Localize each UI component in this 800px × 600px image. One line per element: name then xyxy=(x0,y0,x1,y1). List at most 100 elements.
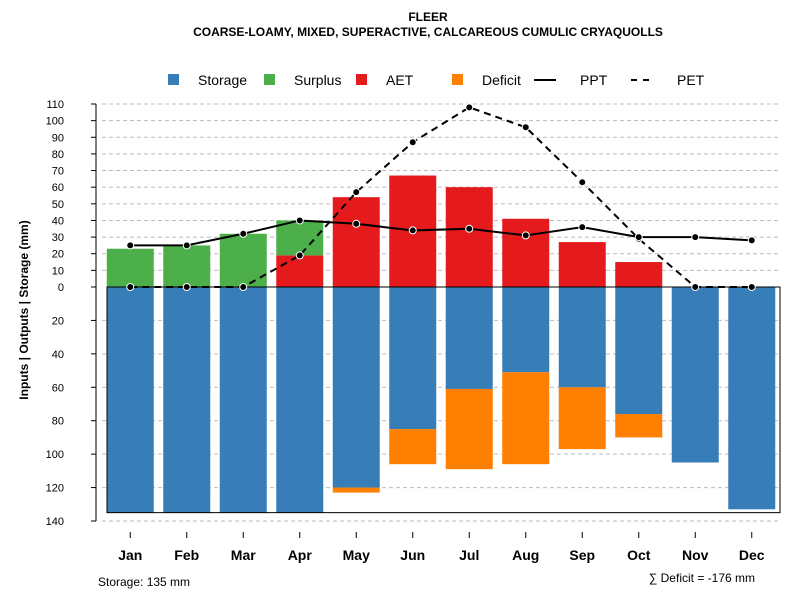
y-tick-label: 0 xyxy=(58,282,64,294)
y-tick-label: 20 xyxy=(52,315,64,327)
deficit-note: ∑ Deficit = -176 mm xyxy=(649,571,755,585)
line-layer xyxy=(126,103,756,291)
ppt-point xyxy=(634,233,643,242)
x-tick-label: Feb xyxy=(174,547,199,563)
legend-label: Deficit xyxy=(482,72,521,88)
y-tick-label: 30 xyxy=(52,232,64,244)
ppt-point xyxy=(691,233,700,242)
surplus-bar xyxy=(276,220,324,256)
legend-label: Storage xyxy=(198,72,247,88)
storage-bar xyxy=(219,287,267,513)
storage-bar xyxy=(106,287,154,513)
y-tick-label: 120 xyxy=(46,483,64,495)
y-axis-label: Inputs | Outputs | Storage (mm) xyxy=(17,220,31,399)
axes: 0 10 20 30 40 50 60 70 80 90 100 110 20 40 60 80 100 120 1… xyxy=(46,99,765,563)
pet-point xyxy=(408,138,417,147)
y-tick-label: 90 xyxy=(52,132,64,144)
storage-bar xyxy=(502,287,550,373)
surplus-bar xyxy=(106,248,154,287)
x-tick-label: Aug xyxy=(512,547,539,563)
storage-bar xyxy=(728,287,776,510)
x-tick-label: May xyxy=(343,547,370,563)
storage-bar xyxy=(389,287,437,430)
y-tick-label: 50 xyxy=(52,199,64,211)
y-tick-label: 100 xyxy=(46,449,64,461)
aet-bar xyxy=(332,197,380,287)
chart-legend: Storage Surplus AET Deficit PPT PET xyxy=(168,72,705,88)
y-tick-label: 80 xyxy=(52,149,64,161)
deficit-bar xyxy=(502,372,550,465)
ppt-point xyxy=(578,223,587,232)
y-tick-label: 80 xyxy=(52,416,64,428)
legend-swatch xyxy=(356,74,367,85)
surplus-bar xyxy=(219,233,267,287)
grid-lines xyxy=(102,103,780,522)
y-tick-label: 10 xyxy=(52,265,64,277)
x-tick-label: Oct xyxy=(627,547,651,563)
ppt-point xyxy=(239,229,248,238)
x-tick-label: Jan xyxy=(118,547,142,563)
ppt-point xyxy=(126,241,135,250)
legend-label: PPT xyxy=(580,72,608,88)
y-tick-label: 40 xyxy=(52,215,64,227)
legend-label: Surplus xyxy=(294,72,341,88)
aet-bar xyxy=(445,187,493,287)
pet-point xyxy=(126,283,135,291)
ppt-line xyxy=(130,219,752,247)
aet-bar xyxy=(276,255,324,287)
deficit-bar xyxy=(332,487,380,493)
storage-note: Storage: 135 mm xyxy=(98,575,190,589)
ppt-point xyxy=(182,241,191,250)
deficit-bar xyxy=(445,388,493,470)
pet-point xyxy=(465,103,474,112)
ppt-point xyxy=(521,231,530,240)
x-tick-label: Sep xyxy=(569,547,595,563)
y-tick-label: 60 xyxy=(52,382,64,394)
storage-bar xyxy=(276,287,324,513)
pet-point xyxy=(578,178,587,187)
legend-swatch xyxy=(264,74,275,85)
storage-bar xyxy=(445,287,493,389)
x-tick-label: Apr xyxy=(288,547,313,563)
storage-bar xyxy=(558,287,606,388)
y-tick-label: 60 xyxy=(52,182,64,194)
legend-swatch xyxy=(452,74,463,85)
y-tick-label: 100 xyxy=(46,116,64,128)
x-tick-label: Nov xyxy=(682,547,709,563)
storage-bar xyxy=(671,287,719,463)
storage-bar xyxy=(163,287,211,513)
bar-layer xyxy=(106,175,776,513)
aet-bar xyxy=(558,242,606,287)
deficit-bar xyxy=(389,429,437,465)
pet-point xyxy=(747,283,756,291)
chart-subtitle: COARSE-LOAMY, MIXED, SUPERACTIVE, CALCAR… xyxy=(193,25,663,39)
pet-point xyxy=(691,283,700,291)
ppt-point xyxy=(408,226,417,235)
ppt-point xyxy=(747,236,756,245)
y-tick-label: 40 xyxy=(52,349,64,361)
deficit-bar xyxy=(558,387,606,450)
y-tick-label: 70 xyxy=(52,166,64,178)
ppt-point xyxy=(465,224,474,233)
legend-swatch xyxy=(168,74,179,85)
storage-bar xyxy=(332,287,380,488)
chart-title: FLEER xyxy=(408,10,448,24)
legend-label: PET xyxy=(677,72,705,88)
x-tick-label: Jul xyxy=(459,547,479,563)
ppt-point xyxy=(295,216,304,225)
surplus-bar xyxy=(163,245,211,287)
pet-point xyxy=(521,123,530,132)
x-tick-label: Jun xyxy=(400,547,425,563)
deficit-bar xyxy=(615,414,663,438)
y-tick-label: 20 xyxy=(52,249,64,261)
aet-bar xyxy=(615,262,663,287)
storage-bar xyxy=(615,287,663,415)
pet-point xyxy=(239,283,248,291)
pet-point xyxy=(352,188,361,197)
y-tick-label: 110 xyxy=(46,99,64,111)
aet-bar xyxy=(502,218,550,287)
y-tick-label: 140 xyxy=(46,516,64,528)
legend-label: AET xyxy=(386,72,414,88)
x-tick-label: Dec xyxy=(739,547,765,563)
